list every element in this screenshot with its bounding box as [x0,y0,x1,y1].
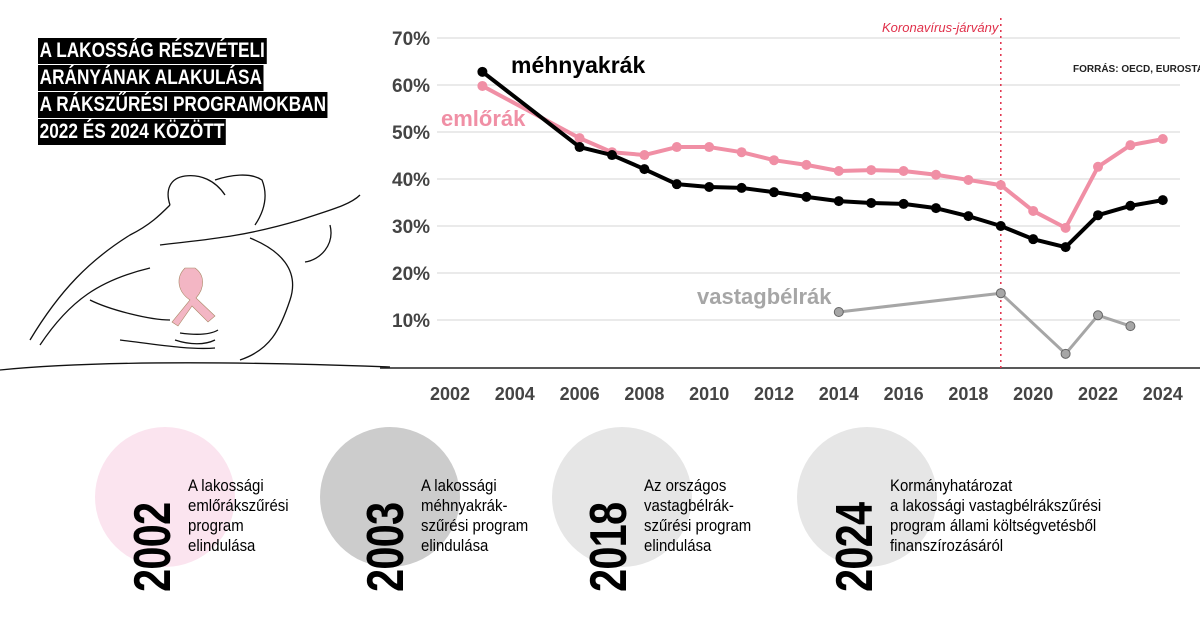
data-point [1093,310,1103,321]
y-tick-label: 20% [392,264,430,285]
timeline-year: 2024 [826,502,884,592]
timeline-description: Az országos vastagbélrák- szűrési progra… [644,476,752,555]
x-tick-label: 2016 [884,384,924,404]
x-tick-label: 2008 [624,384,664,404]
data-point [801,191,812,202]
data-point [931,203,941,214]
series-label-mehnyakrak: méhnyakrák [511,52,645,78]
data-point [1028,205,1039,216]
data-point [1157,134,1168,145]
timeline-circle [95,427,235,567]
data-point [866,165,877,176]
data-point [898,198,909,209]
data-point [769,187,779,198]
series-line [481,70,1164,250]
page-title: A LAKOSSÁG RÉSZVÉTELI ARÁNYÁNAK ALAKULÁS… [38,38,391,146]
title-line: 2022 ÉS 2024 KÖZÖTT [38,119,227,145]
data-point [1125,200,1136,211]
series-line [838,291,1131,356]
y-tick-label: 60% [392,76,430,97]
data-point [801,159,812,170]
title-line: A RÁKSZŰRÉSI PROGRAMOKBAN [38,92,328,118]
data-point [1060,222,1071,233]
data-point [898,166,909,177]
title-line: A LAKOSSÁG RÉSZVÉTELI [38,38,267,64]
x-tick-label: 2002 [430,384,470,404]
source-label: FORRÁS: OECD, EUROSTAT [1073,62,1200,75]
data-point [704,181,715,192]
x-tick-label: 2024 [1143,384,1183,404]
x-tick-label: 2006 [560,384,600,404]
data-point [736,147,747,158]
x-tick-label: 2014 [819,384,859,404]
data-point [477,66,488,77]
data-point [574,133,585,144]
data-point [995,180,1006,191]
data-point [639,150,650,161]
data-point [995,221,1006,231]
timeline-year: 2003 [357,502,415,592]
data-point [866,197,877,208]
data-point [833,196,844,207]
data-point [671,179,682,190]
series-label-vastagbelrak: vastagbélrák [697,284,832,309]
data-point [477,80,488,91]
x-tick-label: 2022 [1078,384,1118,404]
y-tick-label: 70% [392,29,430,50]
data-point [1060,242,1071,253]
timeline-circle [797,427,937,567]
data-point [574,142,585,153]
data-point [833,166,844,177]
data-point [1093,210,1103,221]
data-point [1125,321,1136,332]
timeline-year: 2018 [580,502,638,592]
annotation-label: Koronavírus-járvány [882,20,1000,35]
y-tick-label: 40% [392,170,430,191]
data-point [1060,348,1071,359]
data-point [1125,140,1136,151]
timeline-year: 2002 [124,502,182,592]
data-point [736,182,747,193]
y-tick-label: 30% [392,217,430,238]
data-point [1093,161,1103,172]
timeline-description: A lakossági emlőrákszűrési program elind… [188,476,289,555]
series-line [481,84,1164,230]
x-tick-label: 2004 [495,384,535,404]
y-tick-label: 10% [392,311,430,332]
woman-ribbon-illustration [0,174,391,371]
line-chart: 10% 20% 30% 40% 50% 60% 70% 2002 2004 2006 2008 201… [0,18,1200,404]
data-point [833,307,844,318]
data-point [931,169,941,180]
timeline-circle [552,427,692,567]
data-point [607,150,617,161]
data-point [639,164,650,175]
x-tick-label: 2018 [948,384,988,404]
y-tick-label: 50% [392,123,430,144]
timeline-description: A lakossági méhnyakrák- szűrési program … [421,476,529,555]
data-point [769,155,779,166]
data-point [1028,234,1039,245]
data-point [963,174,974,185]
data-point [671,142,682,153]
timeline-description: Kormányhatározat a lakossági vastagbélrá… [890,476,1102,555]
data-point [1157,195,1168,206]
x-tick-label: 2010 [689,384,729,404]
pink-ribbon-icon [171,267,216,327]
timeline-circle [320,427,460,567]
data-point [995,288,1006,299]
title-line: ARÁNYÁNAK ALAKULÁSA [38,65,264,91]
data-point [704,142,715,153]
data-point [963,211,974,222]
x-tick-label: 2012 [754,384,794,404]
x-tick-label: 2020 [1013,384,1053,404]
series-label-emlorak: emlőrák [441,106,526,131]
